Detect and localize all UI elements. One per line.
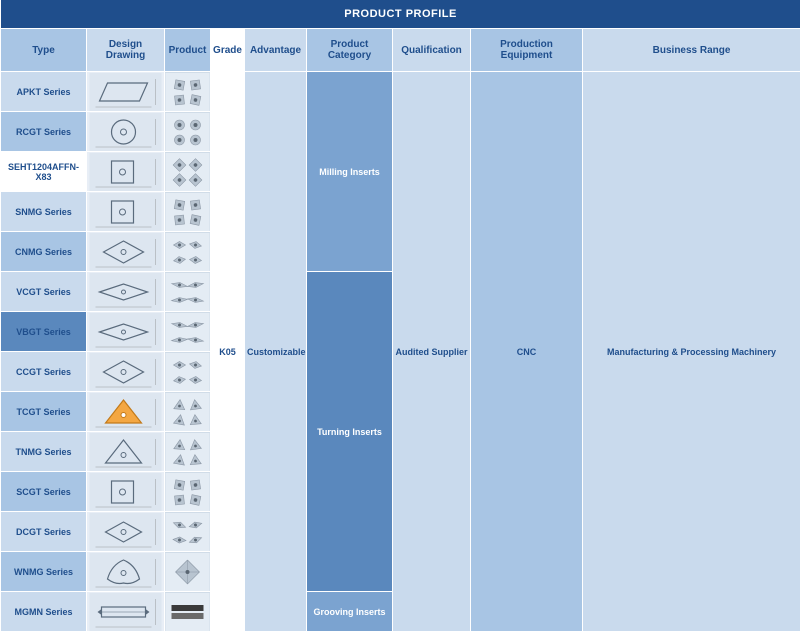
title-row: PRODUCT PROFILE (1, 0, 800, 29)
type-cell: SEHT1204AFFN-X83 (1, 152, 87, 192)
product-cell (165, 512, 211, 552)
header-row: TypeDesign DrawingProductGradeAdvantageP… (1, 29, 800, 72)
drawing-cell (87, 392, 165, 432)
advantage-cell: Customizable (245, 72, 307, 632)
type-cell: RCGT Series (1, 112, 87, 152)
product-cell (165, 472, 211, 512)
type-cell: CCGT Series (1, 352, 87, 392)
header-grade: Grade (211, 29, 245, 72)
header-category: Product Category (307, 29, 393, 72)
drawing-cell (87, 232, 165, 272)
table-title: PRODUCT PROFILE (1, 0, 800, 29)
range-cell: Manufacturing & Processing Machinery (583, 72, 800, 632)
type-cell: SNMG Series (1, 192, 87, 232)
product-cell (165, 112, 211, 152)
type-cell: VCGT Series (1, 272, 87, 312)
grade-cell: K05 (211, 72, 245, 632)
drawing-cell (87, 72, 165, 112)
product-cell (165, 592, 211, 632)
product-cell (165, 152, 211, 192)
product-cell (165, 272, 211, 312)
type-cell: WNMG Series (1, 552, 87, 592)
drawing-cell (87, 192, 165, 232)
equipment-cell: CNC (471, 72, 583, 632)
category-cell: Milling Inserts (307, 72, 393, 272)
header-qualification: Qualification (393, 29, 471, 72)
drawing-cell (87, 272, 165, 312)
table-row: APKT SeriesK05CustomizableMilling Insert… (1, 72, 800, 112)
product-cell (165, 192, 211, 232)
drawing-cell (87, 472, 165, 512)
type-cell: APKT Series (1, 72, 87, 112)
product-cell (165, 72, 211, 112)
type-cell: DCGT Series (1, 512, 87, 552)
product-cell (165, 312, 211, 352)
table-body: PRODUCT PROFILETypeDesign DrawingProduct… (1, 0, 800, 632)
drawing-cell (87, 352, 165, 392)
type-cell: TCGT Series (1, 392, 87, 432)
product-cell (165, 232, 211, 272)
type-cell: CNMG Series (1, 232, 87, 272)
product-cell (165, 432, 211, 472)
drawing-cell (87, 432, 165, 472)
type-cell: TNMG Series (1, 432, 87, 472)
product-cell (165, 392, 211, 432)
product-cell (165, 552, 211, 592)
header-drawing: Design Drawing (87, 29, 165, 72)
drawing-cell (87, 512, 165, 552)
drawing-cell (87, 152, 165, 192)
drawing-cell (87, 552, 165, 592)
category-cell: Grooving Inserts (307, 592, 393, 632)
type-cell: SCGT Series (1, 472, 87, 512)
header-equipment: Production Equipment (471, 29, 583, 72)
header-product: Product (165, 29, 211, 72)
drawing-cell (87, 112, 165, 152)
type-cell: MGMN Series (1, 592, 87, 632)
product-profile-table: PRODUCT PROFILETypeDesign DrawingProduct… (0, 0, 800, 632)
header-type: Type (1, 29, 87, 72)
drawing-cell (87, 312, 165, 352)
qualification-cell: Audited Supplier (393, 72, 471, 632)
type-cell: VBGT Series (1, 312, 87, 352)
category-cell: Turning Inserts (307, 272, 393, 592)
header-advantage: Advantage (245, 29, 307, 72)
product-cell (165, 352, 211, 392)
header-range: Business Range (583, 29, 800, 72)
drawing-cell (87, 592, 165, 632)
